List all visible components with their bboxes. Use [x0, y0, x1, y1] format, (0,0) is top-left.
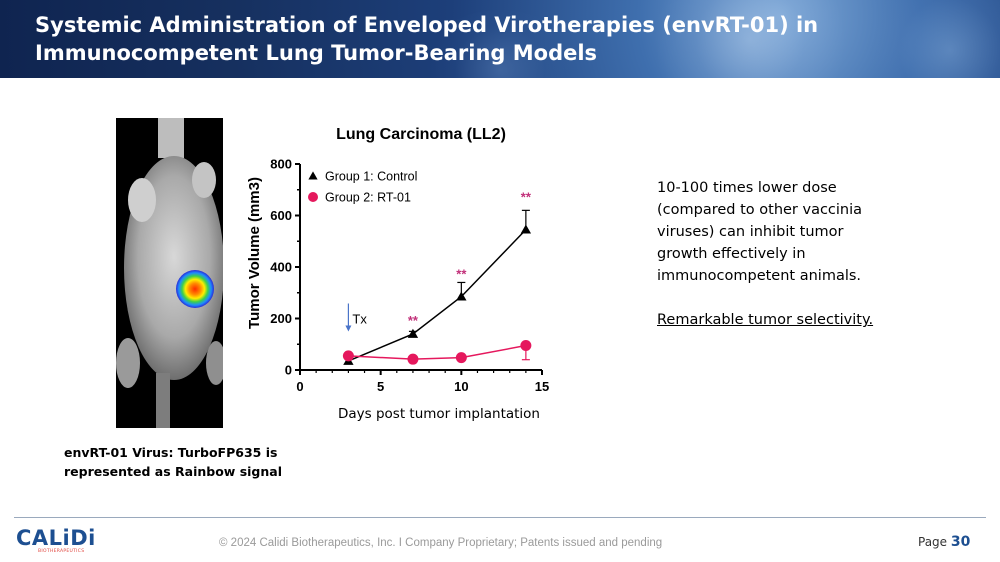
company-logo: CALiDi BIOTHERAPEUTICS [16, 526, 110, 556]
data-point [342, 350, 354, 362]
page-label: Page [918, 535, 948, 549]
y-tick-label: 800 [270, 157, 292, 172]
page-number-value: 30 [950, 534, 971, 550]
x-tick-label: 10 [454, 379, 468, 394]
tumor-volume-chart: Lung Carcinoma (LL2) Tumor Volume (mm3) … [246, 126, 549, 422]
data-point [456, 291, 467, 301]
findings-paragraph: 10-100 times lower dose (compared to oth… [657, 180, 863, 284]
slide-title-line1: Systemic Administration of Enveloped Vir… [35, 13, 819, 37]
mouse-imaging-photo [116, 118, 223, 428]
significance-marker: ** [456, 267, 467, 282]
nose-cone [158, 118, 184, 158]
data-point [455, 352, 467, 364]
x-axis-label: Days post tumor implantation [338, 406, 540, 422]
logo-subtitle: BIOTHERAPEUTICS [38, 549, 85, 554]
significance-marker: ** [408, 313, 419, 328]
y-tick-label: 0 [285, 363, 292, 378]
x-tick-label: 5 [377, 379, 384, 394]
mouse-ear [192, 162, 216, 198]
data-point [407, 353, 419, 365]
slide-title: Systemic Administration of Enveloped Vir… [35, 11, 818, 67]
rainbow-signal [176, 270, 214, 308]
caption-line2: represented as Rainbow signal [64, 464, 282, 479]
logo-text: CALiDi [16, 526, 96, 550]
mouse-tail [156, 373, 170, 428]
tx-arrow-head [345, 325, 352, 332]
y-tick-label: 400 [270, 260, 292, 275]
x-tick-label: 0 [296, 379, 303, 394]
findings-highlight: Remarkable tumor selectivity. [657, 312, 874, 328]
image-caption: envRT-01 Virus: TurboFP635 is represente… [64, 443, 282, 481]
page-number: Page 30 [918, 534, 970, 550]
footer-divider [14, 517, 986, 518]
banner-decoration [860, 0, 1000, 78]
x-tick-label: 15 [535, 379, 549, 394]
slide-title-line2: Immunocompetent Lung Tumor-Bearing Model… [35, 41, 598, 65]
y-axis-label: Tumor Volume (mm3) [246, 177, 263, 329]
findings-text: 10-100 times lower dose (compared to oth… [657, 177, 957, 331]
mouse-image [116, 118, 223, 428]
copyright-notice: © 2024 Calidi Biotherapeutics, Inc. I Co… [219, 537, 663, 549]
y-tick-label: 600 [270, 208, 292, 223]
legend-marker [308, 171, 318, 180]
data-point [520, 224, 532, 234]
legend-label: Group 2: RT-01 [325, 191, 411, 205]
banner-decoration [640, 0, 860, 78]
chart-title: Lung Carcinoma (LL2) [336, 126, 506, 143]
title-banner: Systemic Administration of Enveloped Vir… [0, 0, 1000, 78]
y-tick-label: 200 [270, 311, 292, 326]
data-point [407, 328, 419, 338]
mouse-forelimb [128, 178, 156, 222]
data-point [520, 340, 532, 352]
tx-label: Tx [352, 312, 367, 327]
legend-marker [308, 192, 318, 202]
mouse-hindlimb [206, 341, 223, 385]
mouse-hindlimb [116, 338, 140, 388]
series-line [348, 229, 527, 362]
legend-label: Group 1: Control [325, 170, 417, 184]
series-line [348, 344, 527, 360]
significance-marker: ** [521, 189, 532, 204]
caption-line1: envRT-01 Virus: TurboFP635 is [64, 445, 278, 460]
